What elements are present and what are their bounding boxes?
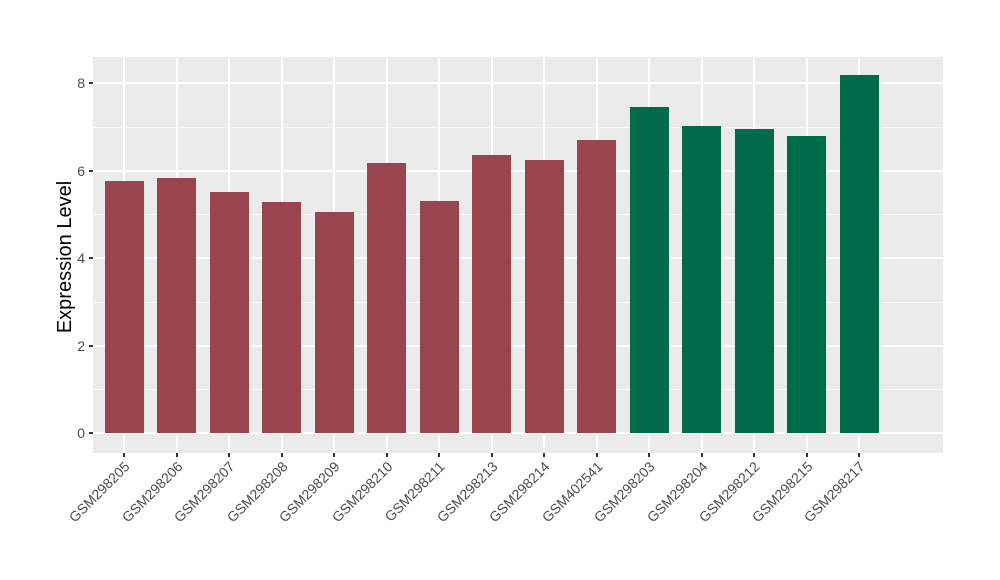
x-tick-label-GSM298211: GSM298211: [381, 458, 448, 525]
gridline-horizontal-major: [93, 432, 943, 434]
x-tick-label-GSM298214: GSM298214: [485, 458, 553, 526]
x-axis-tick: [175, 453, 178, 457]
gridline-horizontal-minor: [93, 301, 943, 303]
x-axis-tick: [753, 453, 756, 457]
x-axis-tick: [543, 453, 546, 457]
x-axis-tick: [280, 453, 283, 457]
bar-GSM298206: [157, 178, 197, 433]
gridline-horizontal-minor: [93, 389, 943, 391]
bar-GSM298217: [839, 75, 879, 433]
bar-GSM298215: [787, 135, 827, 433]
x-axis-tick: [490, 453, 493, 457]
y-tick-label: 8: [77, 75, 85, 91]
x-tick-label-GSM298217: GSM298217: [800, 458, 868, 526]
x-axis-tick: [595, 453, 598, 457]
gridline-horizontal-major: [93, 169, 943, 172]
plot-panel: [93, 57, 943, 453]
bar-GSM298209: [314, 212, 354, 433]
x-axis-tick: [438, 453, 441, 457]
bar-GSM298203: [629, 107, 669, 433]
bar-GSM298213: [472, 155, 512, 433]
bar-GSM298208: [262, 202, 302, 433]
bar-GSM298207: [209, 192, 249, 433]
x-axis-tick: [648, 453, 651, 457]
gridline-horizontal-minor: [93, 214, 943, 216]
x-tick-label-GSM298204: GSM298204: [643, 458, 711, 526]
x-tick-label-GSM298213: GSM298213: [433, 458, 501, 526]
bar-GSM298205: [104, 181, 144, 433]
gridline-horizontal-minor: [93, 126, 943, 128]
x-tick-label-GSM298209: GSM298209: [276, 458, 343, 526]
y-tick-label: 0: [77, 425, 85, 441]
gridline-horizontal-major: [93, 257, 943, 259]
gridline-horizontal-major: [93, 82, 943, 84]
x-tick-label-GSM298203: GSM298203: [590, 458, 658, 526]
x-tick-label-GSM298212: GSM298212: [695, 458, 763, 526]
x-axis-tick: [385, 453, 388, 457]
y-axis-tick: [89, 344, 93, 347]
x-tick-label-GSM298206: GSM298206: [118, 458, 186, 526]
x-tick-label-GSM298208: GSM298208: [223, 458, 291, 526]
x-axis-tick: [228, 453, 231, 457]
y-tick-label: 2: [77, 337, 85, 354]
x-axis-tick: [700, 453, 703, 457]
x-axis-tick: [858, 453, 861, 457]
bar-GSM298212: [734, 128, 774, 433]
x-tick-label-GSM298210: GSM298210: [328, 458, 396, 526]
y-axis-tick: [89, 82, 93, 84]
bar-GSM298211: [419, 201, 459, 433]
x-tick-label-GSM298205: GSM298205: [66, 458, 134, 526]
x-tick-label-GSM402541: GSM402541: [538, 458, 606, 526]
y-axis-tick: [89, 432, 93, 434]
y-tick-label: 4: [77, 250, 85, 266]
bar-GSM402541: [577, 139, 617, 433]
x-tick-label-GSM298215: GSM298215: [748, 458, 816, 526]
x-axis-tick: [333, 453, 336, 457]
bar-GSM298204: [682, 125, 722, 433]
x-tick-label-GSM298207: GSM298207: [171, 458, 239, 526]
y-axis-tick: [89, 169, 93, 172]
bar-GSM298210: [367, 163, 407, 433]
y-tick-label: 6: [77, 162, 85, 179]
gridline-horizontal-major: [93, 344, 943, 347]
x-axis-tick: [123, 453, 126, 457]
y-axis-tick: [89, 257, 93, 259]
x-axis-tick: [805, 453, 808, 457]
bar-GSM298214: [524, 159, 564, 433]
